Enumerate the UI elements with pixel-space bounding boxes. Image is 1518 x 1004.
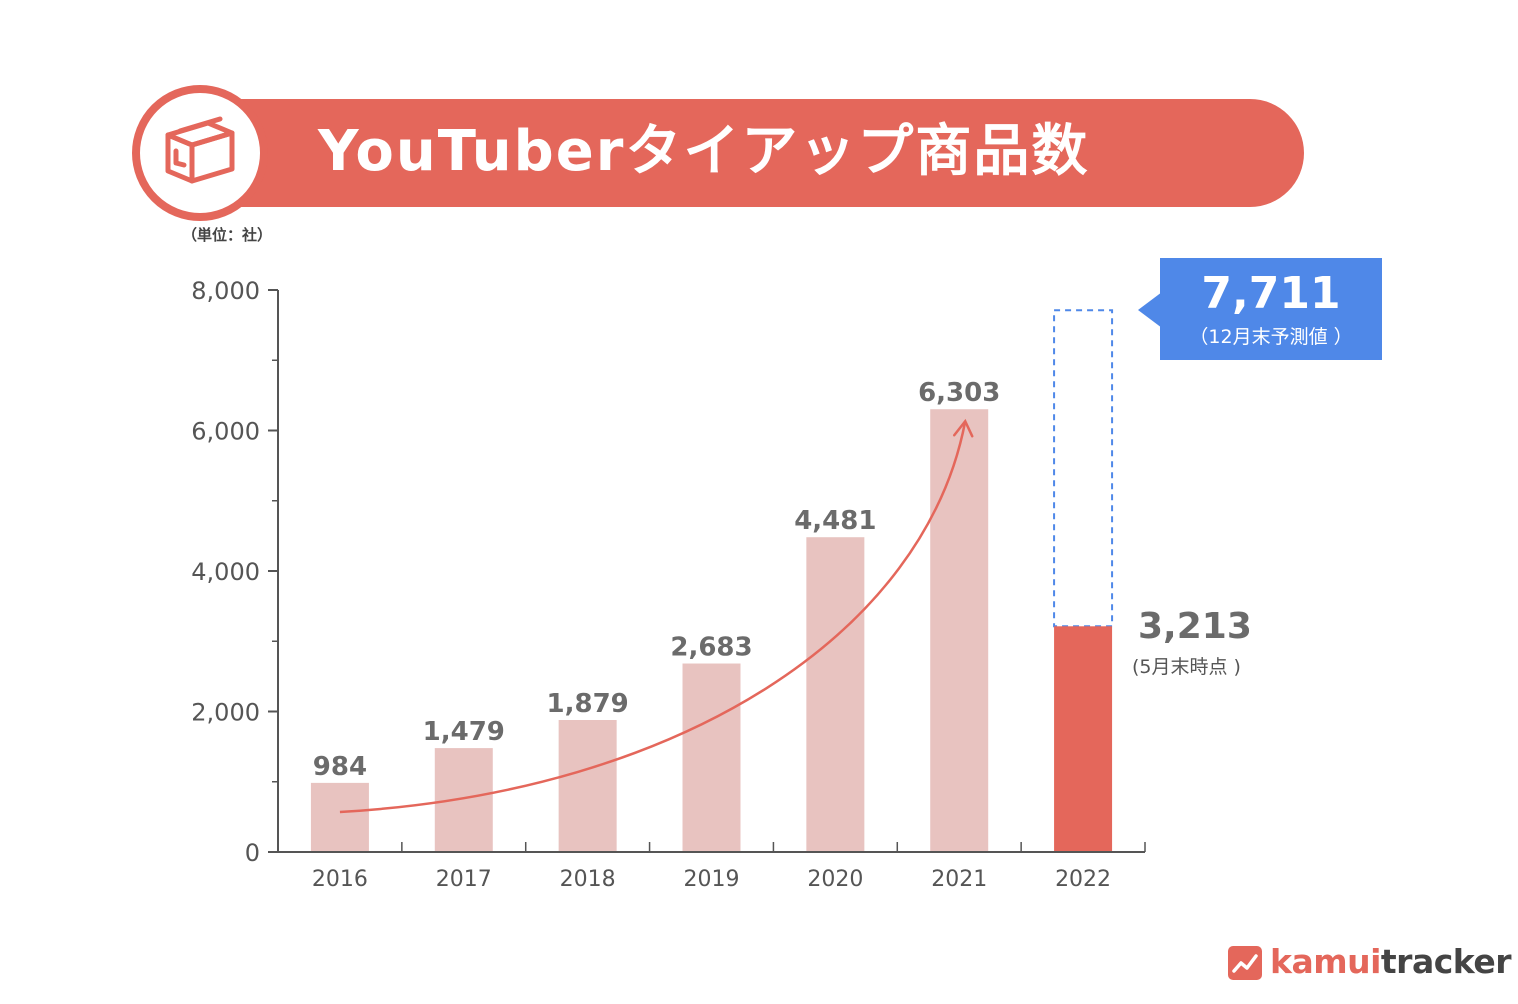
trend-arrow-head [952,418,974,438]
logo-mark [1228,946,1262,980]
forecast-bar [1053,309,1114,628]
bar-2022 [1054,626,1113,852]
header-bar [180,99,1304,207]
bar-2017 [434,748,493,852]
forecast-layer [1053,309,1114,628]
x-tick-label: 2018 [560,867,616,892]
unit-note: （単位：社） [182,226,273,244]
callout-pointer [1138,292,1162,328]
labels-layer: 984 2016 1,479 2017 1,879 2018 2,683 2019 4,481 2… [312,378,1111,892]
trend-line-icon [1232,954,1258,973]
x-tick-label: 2021 [931,867,987,892]
header-icon-badge [132,85,268,221]
y-tick-label: 4,000 [191,558,260,586]
bar-2018 [558,720,617,852]
forecast-note: （12月末予測値 ） [1189,326,1353,348]
value-label: 1,879 [547,689,629,719]
value-label: 1,479 [423,717,505,747]
y-tick-label: 6,000 [191,418,260,446]
x-tick-label: 2016 [312,867,368,892]
bars-layer [310,409,1113,852]
axes-layer: 0 2,000 4,000 6,000 8,000 [191,277,1146,867]
bar-2016 [310,782,369,852]
bar-2019 [682,663,741,852]
logo-text: kamuitracker [1270,942,1512,981]
value-label: 984 [313,752,367,782]
y-tick-label: 2,000 [191,699,260,727]
value-label: 2,683 [670,633,752,663]
bar-2021 [930,409,989,852]
bar-2020 [806,537,865,852]
box-icon [165,116,235,184]
forecast-value: 7,711 [1201,268,1341,319]
x-tick-label: 2017 [436,867,492,892]
y-tick-label: 0 [245,839,260,867]
x-tick-label: 2020 [807,867,863,892]
value-label: 4,481 [794,506,876,536]
value-label: 6,303 [918,378,1000,408]
x-tick-label: 2022 [1055,867,1111,892]
page-title: YouTuberタイアップ商品数 [318,119,1090,184]
forecast-callout: 7,711 （12月末予測値 ） [1160,258,1382,360]
current-value-note: (5月末時点 ) [1132,656,1241,678]
y-tick-label: 8,000 [191,277,260,305]
trend-arrow [339,420,967,814]
current-value-label: 3,213 [1138,606,1252,647]
x-tick-label: 2019 [684,867,740,892]
trend-layer [339,418,974,814]
